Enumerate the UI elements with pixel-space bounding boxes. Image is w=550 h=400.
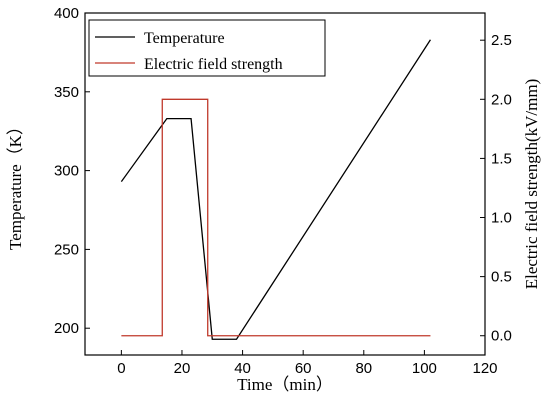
y-left-tick-label: 400 [54, 5, 79, 22]
plot-frame [84, 12, 486, 356]
legend-label-temperature: Temperature [144, 30, 225, 47]
x-axis-title: Time（min） [237, 375, 333, 394]
x-axis-ticks: 0 20 40 60 80 100 120 [117, 350, 498, 377]
series-line-temperature [120, 39, 431, 340]
x-tick-label: 120 [472, 360, 497, 377]
series-line-electric-field-strength [121, 98, 431, 337]
y-right-tick-label: 1.5 [491, 150, 512, 167]
y-left-tick-label: 350 [54, 84, 79, 101]
y-right-tick-label: 0.0 [491, 328, 512, 345]
y-left-tick-label: 200 [54, 320, 79, 337]
x-tick-label: 80 [355, 360, 372, 377]
y-left-tick-label: 250 [54, 241, 79, 258]
y-right-tick-label: 2.0 [491, 91, 512, 108]
legend: Temperature Electric field strength [88, 19, 326, 77]
y-right-tick-label: 2.5 [491, 32, 512, 49]
legend-label-electric-field: Electric field strength [144, 56, 283, 73]
x-tick-label: 40 [234, 360, 251, 377]
x-tick-label: 60 [295, 360, 312, 377]
x-tick-label: 20 [174, 360, 191, 377]
x-tick-label: 0 [117, 360, 125, 377]
y-left-axis-ticks: 200 250 300 350 400 [54, 5, 90, 337]
y-right-axis-title: Electric field strength(kV/mm) [522, 79, 541, 290]
y-right-axis-ticks: 0.0 0.5 1.0 1.5 2.0 2.5 [480, 32, 512, 345]
legend-box [88, 19, 326, 77]
series-lines [120, 39, 431, 340]
y-right-tick-label: 1.0 [491, 210, 512, 227]
y-left-tick-label: 300 [54, 163, 79, 180]
y-left-axis-title: Temperature（K） [6, 118, 25, 250]
x-tick-label: 100 [412, 360, 437, 377]
y-right-tick-label: 0.5 [491, 269, 512, 286]
